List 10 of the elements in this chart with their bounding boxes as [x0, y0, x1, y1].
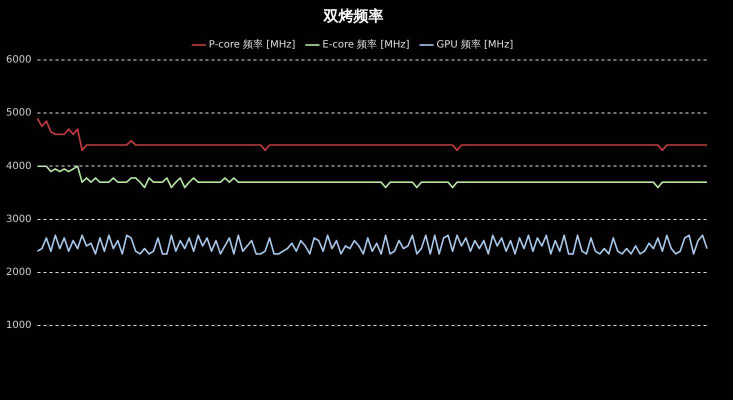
legend-label: P-core 频率 [MHz] [208, 38, 296, 51]
y-tick-label: 3000 [6, 214, 32, 225]
chart-title: 双烤频率 [322, 6, 384, 25]
legend-label: GPU 频率 [MHz] [436, 38, 514, 51]
y-tick-label: 2000 [6, 267, 32, 278]
y-tick-label: 1000 [6, 320, 32, 332]
legend-label: E-core 频率 [MHz] [322, 38, 410, 51]
y-tick-label: 4000 [6, 160, 32, 172]
y-tick-label: 6000 [6, 54, 32, 66]
y-tick-label: 5000 [6, 108, 32, 119]
